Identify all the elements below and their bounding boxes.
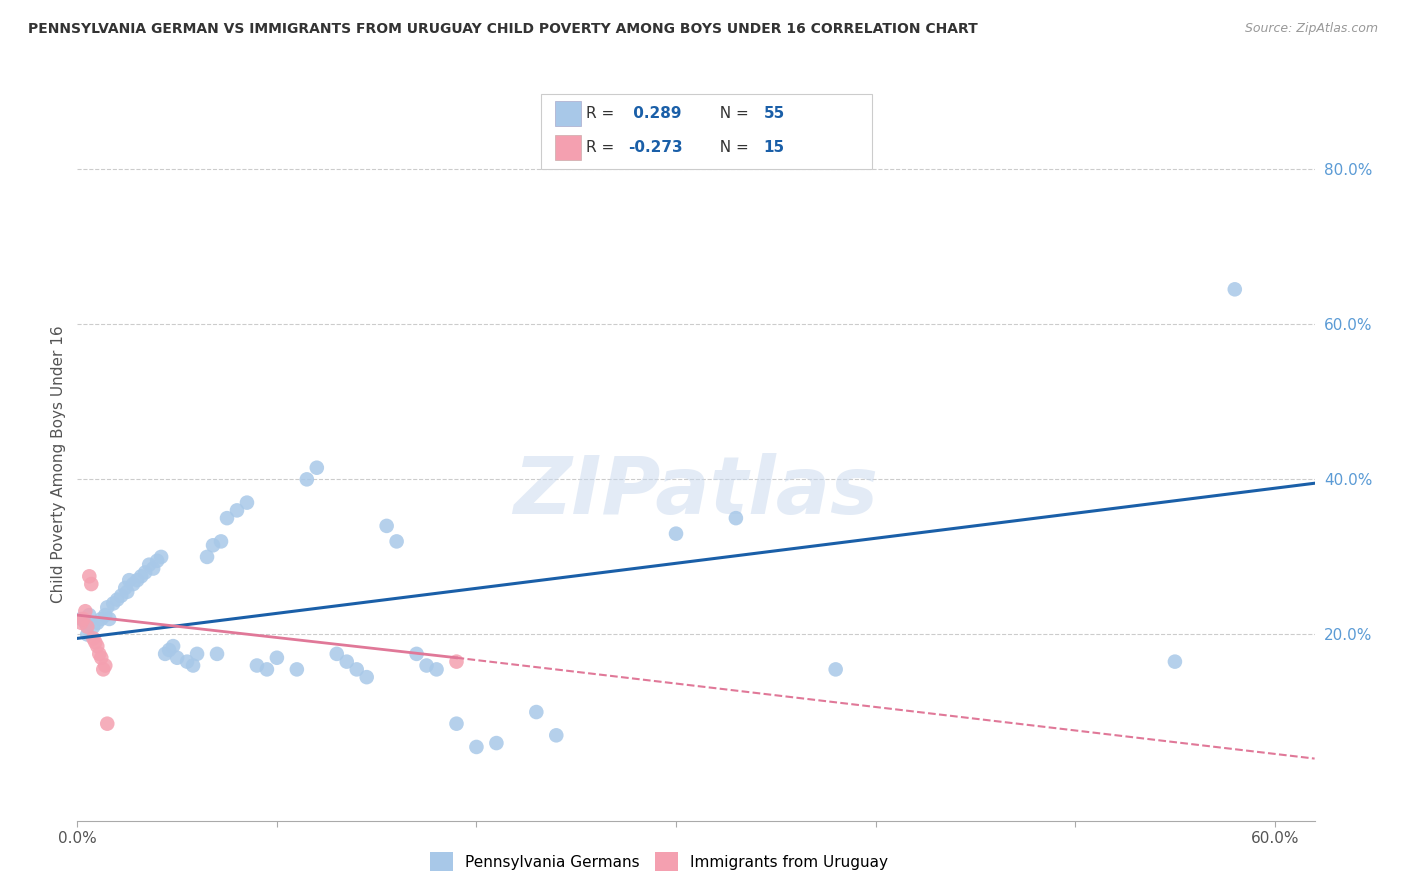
Point bbox=[96, 716, 118, 731]
Point bbox=[202, 538, 225, 552]
Point bbox=[326, 647, 349, 661]
Text: ZIPatlas: ZIPatlas bbox=[513, 453, 879, 532]
Point bbox=[76, 620, 98, 634]
Point bbox=[285, 662, 308, 676]
Point bbox=[70, 612, 93, 626]
Point bbox=[150, 549, 173, 564]
Point bbox=[195, 549, 218, 564]
Point bbox=[1164, 655, 1187, 669]
Point bbox=[72, 612, 94, 626]
Point bbox=[142, 561, 165, 575]
Point bbox=[215, 511, 238, 525]
Point bbox=[157, 643, 180, 657]
Point bbox=[89, 647, 111, 661]
Point bbox=[134, 566, 156, 580]
Text: PENNSYLVANIA GERMAN VS IMMIGRANTS FROM URUGUAY CHILD POVERTY AMONG BOYS UNDER 16: PENNSYLVANIA GERMAN VS IMMIGRANTS FROM U… bbox=[28, 22, 977, 37]
Text: R =: R = bbox=[586, 106, 620, 120]
Point bbox=[236, 495, 259, 509]
Point bbox=[266, 650, 288, 665]
Point bbox=[75, 615, 97, 630]
Point bbox=[405, 647, 427, 661]
Point bbox=[226, 503, 249, 517]
Point bbox=[724, 511, 747, 525]
Point bbox=[546, 728, 568, 742]
Point bbox=[80, 577, 103, 591]
Text: 15: 15 bbox=[763, 140, 785, 154]
Point bbox=[162, 639, 184, 653]
Point bbox=[110, 589, 132, 603]
Point bbox=[98, 612, 121, 626]
Point bbox=[205, 647, 228, 661]
Point bbox=[79, 608, 101, 623]
Point bbox=[82, 620, 104, 634]
Point bbox=[127, 573, 149, 587]
Point bbox=[336, 655, 359, 669]
Text: N =: N = bbox=[710, 106, 754, 120]
Point bbox=[375, 519, 398, 533]
Point bbox=[446, 716, 468, 731]
Point bbox=[96, 600, 118, 615]
Point bbox=[446, 655, 468, 669]
Point bbox=[76, 627, 98, 641]
Point bbox=[129, 569, 152, 583]
Point bbox=[90, 650, 112, 665]
Point bbox=[356, 670, 378, 684]
Point bbox=[82, 632, 104, 646]
Point bbox=[425, 662, 447, 676]
Point bbox=[122, 577, 145, 591]
Point bbox=[824, 662, 846, 676]
Point bbox=[94, 608, 117, 623]
Y-axis label: Child Poverty Among Boys Under 16: Child Poverty Among Boys Under 16 bbox=[51, 325, 66, 603]
Point bbox=[94, 658, 117, 673]
Point bbox=[485, 736, 508, 750]
Text: Source: ZipAtlas.com: Source: ZipAtlas.com bbox=[1244, 22, 1378, 36]
Point bbox=[465, 739, 488, 754]
Text: -0.273: -0.273 bbox=[628, 140, 683, 154]
Point bbox=[176, 655, 198, 669]
Point bbox=[105, 592, 128, 607]
Point bbox=[75, 604, 97, 618]
Point bbox=[118, 573, 141, 587]
Point bbox=[90, 612, 112, 626]
Point bbox=[114, 581, 136, 595]
Point bbox=[305, 460, 328, 475]
Text: 55: 55 bbox=[763, 106, 785, 120]
Point bbox=[138, 558, 160, 572]
Point bbox=[153, 647, 176, 661]
Point bbox=[70, 615, 93, 630]
Point bbox=[166, 650, 188, 665]
Point bbox=[1223, 282, 1246, 296]
Point bbox=[86, 639, 108, 653]
Point bbox=[246, 658, 269, 673]
Text: 0.289: 0.289 bbox=[628, 106, 682, 120]
Point bbox=[186, 647, 208, 661]
Point bbox=[665, 526, 688, 541]
Point bbox=[115, 584, 138, 599]
Point bbox=[86, 615, 108, 630]
Legend: Pennsylvania Germans, Immigrants from Uruguay: Pennsylvania Germans, Immigrants from Ur… bbox=[423, 847, 894, 877]
Point bbox=[91, 662, 114, 676]
Point bbox=[103, 597, 125, 611]
Text: N =: N = bbox=[710, 140, 754, 154]
Point bbox=[79, 569, 101, 583]
Text: R =: R = bbox=[586, 140, 620, 154]
Point bbox=[146, 554, 169, 568]
Point bbox=[385, 534, 408, 549]
Point bbox=[346, 662, 368, 676]
Point bbox=[84, 635, 107, 649]
Point bbox=[209, 534, 232, 549]
Point bbox=[524, 705, 547, 719]
Point bbox=[295, 472, 318, 486]
Point bbox=[181, 658, 204, 673]
Point bbox=[256, 662, 278, 676]
Point bbox=[415, 658, 437, 673]
